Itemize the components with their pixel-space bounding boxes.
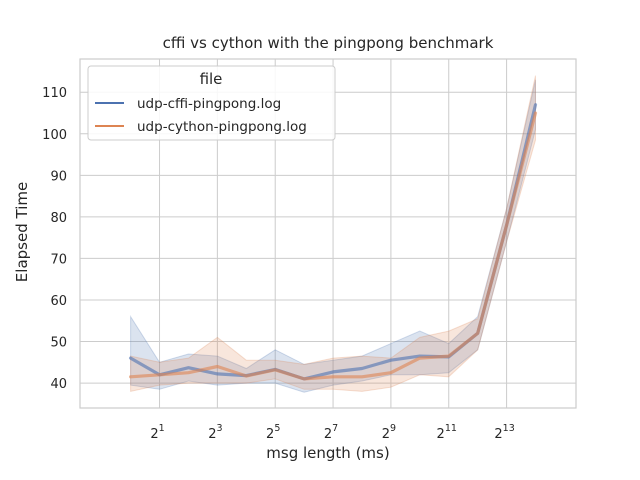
series-line-2: [129, 111, 538, 381]
x-tick-exponent: 5: [274, 423, 280, 434]
x-tick-exponent: 3: [216, 423, 222, 434]
x-tick-exponent: 9: [390, 423, 396, 434]
x-tick-label: 25: [266, 423, 280, 442]
legend-label: udp-cffi-pingpong.log: [137, 96, 281, 112]
x-tick-label: 213: [494, 423, 514, 442]
y-tick-labels: 40 50 60 70 80 90 100 110: [42, 86, 67, 392]
x-tick-label: 211: [437, 423, 457, 442]
chart-title: cffi vs cython with the pingpong benchma…: [163, 34, 494, 52]
x-tick-base: 2: [324, 427, 332, 442]
legend-items: udp-cffi-pingpong.log udp-cython-pingpong…: [95, 96, 307, 135]
y-tick-label: 60: [50, 294, 67, 309]
x-tick-base: 2: [494, 427, 502, 442]
legend-title: file: [200, 70, 223, 88]
x-tick-exponent: 11: [445, 423, 457, 434]
x-tick-base: 2: [150, 427, 158, 442]
x-tick-base: 2: [382, 427, 390, 442]
y-tick-label: 100: [42, 128, 67, 143]
confidence-bands: [130, 75, 536, 393]
plot-frame: [79, 58, 577, 409]
legend-box: [87, 65, 336, 141]
legend-label: udp-cython-pingpong.log: [137, 119, 307, 135]
y-tick-label: 110: [42, 86, 67, 101]
x-tick-exponent: 7: [332, 423, 338, 434]
y-tick-label: 40: [50, 377, 67, 392]
y-axis-label: Elapsed Time: [13, 182, 31, 282]
x-tick-label: 21: [150, 423, 164, 442]
x-tick-base: 2: [437, 427, 445, 442]
x-tick-label: 23: [208, 423, 222, 442]
series-lines: [129, 103, 538, 381]
x-tick-exponent: 13: [503, 423, 515, 434]
x-axis-label: msg length (ms): [266, 444, 389, 462]
confidence-band-series-1: [130, 79, 536, 393]
y-tick-label: 70: [50, 252, 67, 267]
x-tick-labels: 21 23 25 27 29 211 213: [150, 423, 514, 442]
y-tick-label: 80: [50, 211, 67, 226]
legend: file udp-cffi-pingpong.log udp-cython-pin…: [87, 65, 336, 141]
x-tick-label: 29: [382, 423, 396, 442]
confidence-band-series-2: [130, 75, 536, 393]
x-tick-label: 27: [324, 423, 338, 442]
x-tick-base: 2: [266, 427, 274, 442]
x-tick-base: 2: [208, 427, 216, 442]
x-tick-exponent: 1: [159, 423, 165, 434]
y-tick-label: 90: [50, 169, 67, 184]
y-tick-label: 50: [50, 336, 67, 351]
